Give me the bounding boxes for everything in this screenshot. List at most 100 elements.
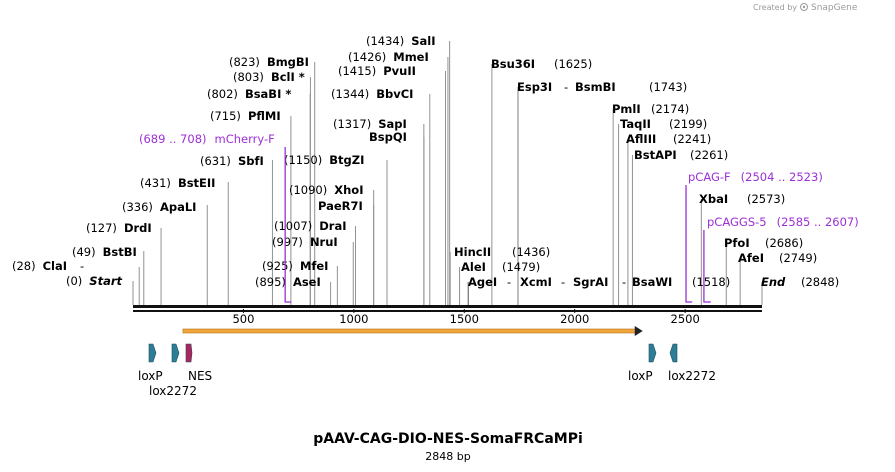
site-label[interactable]: (336) ApaLI	[122, 200, 196, 214]
site-position: (2241)	[673, 132, 711, 146]
site-label[interactable]: (127) DrdI	[86, 221, 152, 235]
site-position: (28)	[12, 259, 36, 273]
feature-nes[interactable]: NES	[185, 343, 212, 383]
site-label[interactable]: BsmBI	[575, 80, 616, 94]
site-label[interactable]: (1007) DraI	[274, 219, 347, 233]
site-name: XhoI	[334, 183, 363, 197]
primer-label[interactable]: (689 .. 708) mCherry-F	[139, 132, 275, 146]
primer-label[interactable]: pCAGGS-5 (2585 .. 2607)	[707, 215, 859, 229]
site-label[interactable]: PmlI (2174)	[612, 102, 689, 116]
site-name: XcmI	[520, 275, 552, 289]
site-label[interactable]: TaqII (2199)	[620, 117, 707, 131]
site-label[interactable]: AfeI (2749)	[738, 251, 817, 265]
site-label[interactable]: BspQI	[369, 130, 407, 144]
primer-name: mCherry-F	[215, 132, 275, 146]
site-position: (2573)	[747, 192, 785, 206]
site-label[interactable]: AleI (1479)	[461, 260, 540, 274]
site-label[interactable]: Bsu36I (1625)	[491, 57, 592, 71]
site-name: PvuII	[383, 64, 416, 78]
site-name: SgrAI	[573, 275, 608, 289]
site-label[interactable]: AgeI	[468, 275, 497, 289]
site-label[interactable]: (1090) XhoI	[289, 183, 363, 197]
site-label[interactable]: (823) BmgBI	[229, 55, 309, 69]
site-label[interactable]: (997) NruI	[272, 235, 338, 249]
site-name: PfoI	[724, 236, 750, 250]
feature-loxp[interactable]: loxP	[628, 343, 657, 383]
site-label[interactable]: XbaI (2573)	[699, 192, 785, 206]
site-label[interactable]: (631) SbfI	[200, 154, 264, 168]
site-name: BstEII	[178, 176, 216, 190]
site-label[interactable]: (49) BstBI	[72, 245, 137, 259]
site-position: (1317)	[333, 117, 371, 131]
site-label[interactable]: AflIII (2241)	[626, 132, 711, 146]
site-name: End	[761, 275, 786, 289]
site-name: SalI	[411, 34, 435, 48]
site-label[interactable]: (1317) SapI	[333, 117, 407, 131]
axis-tick-label: 1000	[339, 312, 368, 326]
feature-label: loxP	[628, 369, 653, 383]
site-label[interactable]: (1426) MmeI	[348, 50, 429, 64]
site-label[interactable]: XcmI	[520, 275, 552, 289]
site-label[interactable]: (802) BsaBI *	[207, 87, 291, 101]
site-label[interactable]: Esp3I (1743)	[517, 80, 687, 94]
site-label[interactable]: PfoI (2686)	[724, 236, 803, 250]
site-name: ClaI	[43, 259, 67, 273]
site-labels: (28) ClaI(0) Start (49) BstBI (127) DrdI (336) A…	[12, 34, 839, 289]
map-length: 2848 bp	[425, 450, 470, 463]
site-name: DraI	[319, 219, 346, 233]
site-label[interactable]: (925) MfeI	[262, 259, 328, 273]
site-label[interactable]: (1434) SalI	[366, 34, 436, 48]
site-label[interactable]: (803) BclI *	[233, 70, 305, 84]
site-label[interactable]: (28) ClaI	[12, 259, 67, 273]
site-name: BsmBI	[575, 80, 616, 94]
site-position: (127)	[86, 221, 117, 235]
feature-lox2272[interactable]: lox2272	[149, 343, 197, 398]
site-position: (802)	[207, 87, 238, 101]
site-label[interactable]: PaeR7I	[318, 199, 363, 213]
axis-ticks: 500 1000 1500 2000 2500	[232, 309, 700, 326]
site-label[interactable]: BsaWI (1518)	[632, 275, 730, 289]
site-position: (1090)	[289, 183, 327, 197]
site-label[interactable]: (715) PflMI	[210, 109, 281, 123]
site-label[interactable]: (0) Start	[66, 274, 123, 288]
site-position: (997)	[272, 235, 303, 249]
site-name: AleI	[461, 260, 486, 274]
site-position: (0)	[66, 274, 82, 288]
feature-shape	[148, 343, 157, 363]
orf-arrow	[182, 326, 643, 336]
pair-separator: -	[564, 80, 568, 94]
feature-label: loxP	[138, 369, 163, 383]
site-label[interactable]: HincII (1436)	[454, 245, 550, 259]
site-position: (1344)	[331, 87, 369, 101]
site-position: (336)	[122, 200, 153, 214]
primer-label[interactable]: pCAG-F (2504 .. 2523)	[688, 170, 823, 184]
axis-tick-label: 1500	[450, 312, 479, 326]
primer-binding-mark	[703, 230, 711, 303]
site-label[interactable]: (1415) PvuII	[338, 64, 416, 78]
site-name: Start	[89, 274, 122, 288]
site-name: XbaI	[699, 192, 728, 206]
site-name: Esp3I	[517, 80, 552, 94]
site-position: (49)	[72, 245, 96, 259]
site-label[interactable]: (1150) BtgZI	[284, 153, 364, 167]
site-name: PaeR7I	[318, 199, 363, 213]
feature-label: lox2272	[149, 384, 197, 398]
feature-lox2272[interactable]: lox2272	[668, 343, 716, 383]
site-position: (1479)	[502, 260, 540, 274]
site-label[interactable]: (895) AseI	[255, 275, 321, 289]
site-position: (1150)	[284, 153, 322, 167]
site-name: ApaLI	[160, 200, 197, 214]
primer-range: (2585 .. 2607)	[777, 215, 859, 229]
site-label[interactable]: BstAPI (2261)	[634, 148, 728, 162]
site-label[interactable]: SgrAI	[573, 275, 608, 289]
feature-shape	[648, 343, 657, 363]
site-label[interactable]: End (2848)	[761, 275, 839, 289]
site-label[interactable]: (1344) BbvCI	[331, 87, 413, 101]
site-name: PflMI	[248, 109, 281, 123]
site-position: (803)	[233, 70, 264, 84]
primer-range: (689 .. 708)	[139, 132, 207, 146]
feature-loxp[interactable]: loxP	[138, 343, 163, 383]
site-label[interactable]: (431) BstEII	[140, 176, 215, 190]
pair-separator: -	[80, 259, 84, 273]
